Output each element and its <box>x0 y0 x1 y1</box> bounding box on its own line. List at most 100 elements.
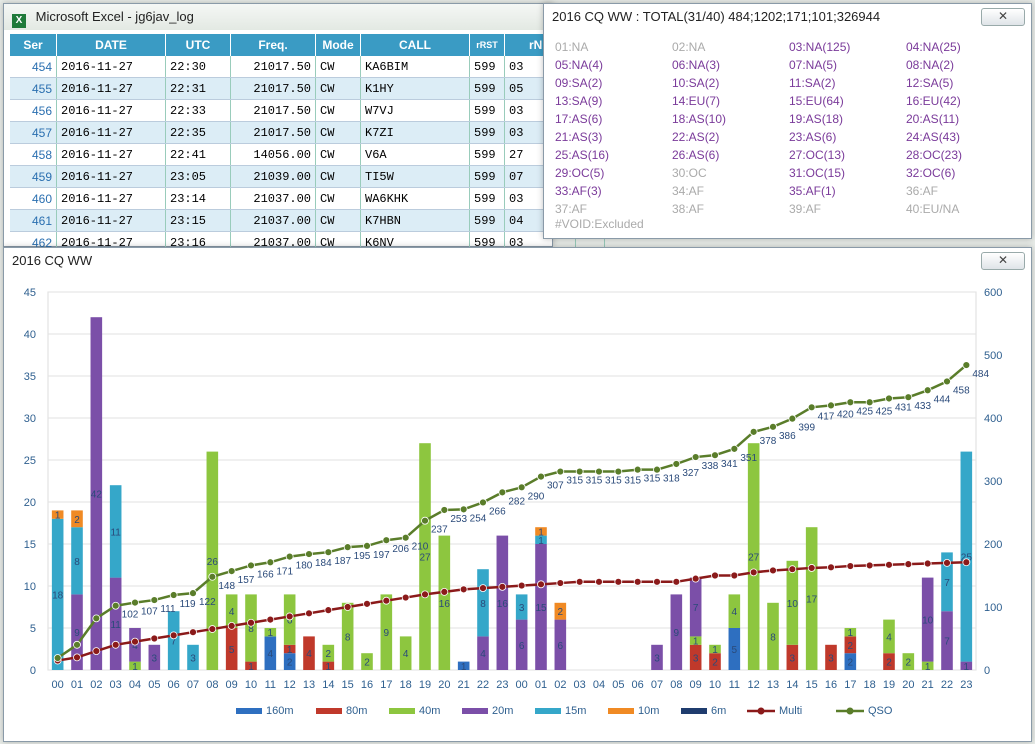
bar-data-label: 4 <box>403 649 409 660</box>
column-header[interactable]: CALL <box>360 34 470 56</box>
line-data-label: 107 <box>141 607 158 618</box>
line-point <box>885 560 893 569</box>
table-cell[interactable]: 455 <box>10 77 57 100</box>
y-tick-label: 40 <box>24 329 36 341</box>
table-cell[interactable]: CW <box>315 77 361 100</box>
column-header[interactable]: Freq. <box>230 34 316 56</box>
table-cell[interactable]: 599 <box>469 99 505 122</box>
line-point <box>730 571 739 580</box>
bar-160m <box>283 653 296 670</box>
table-row[interactable]: 457 2016-11-27 22:35 21017.50 CW K7ZI 599 03 <box>10 121 605 144</box>
line-data-label: 431 <box>895 402 912 413</box>
line-data-label: 119 <box>180 599 196 610</box>
table-cell[interactable]: 21017.50 <box>230 56 316 78</box>
table-cell[interactable]: 599 <box>469 143 505 166</box>
table-cell[interactable]: 2016-11-27 <box>56 187 166 210</box>
table-cell[interactable]: KA6BIM <box>360 56 470 78</box>
chart-window[interactable]: 2016 CQ WW ✕ 0 5 10 15 20 25 30 35 40 45 0 100 200 30… <box>3 247 1032 742</box>
table-cell[interactable]: CW <box>315 187 361 210</box>
bar-80m <box>825 644 837 670</box>
bar-data-label: 5 <box>732 645 738 656</box>
cq-close-button[interactable]: ✕ <box>981 8 1025 26</box>
table-cell[interactable]: 21037.00 <box>230 209 316 232</box>
table-cell[interactable]: CW <box>315 143 361 166</box>
column-header[interactable]: Ser <box>10 34 57 56</box>
cq-zones-window[interactable]: 2016 CQ WW : TOTAL(31/40) 484;1202;171;1… <box>543 3 1032 239</box>
table-cell[interactable]: 461 <box>10 209 57 232</box>
table-cell[interactable]: 599 <box>469 209 505 232</box>
table-cell[interactable]: 14056.00 <box>230 143 316 166</box>
table-cell[interactable]: K1HY <box>360 77 470 100</box>
bar-40m <box>245 594 257 662</box>
table-cell[interactable]: 599 <box>469 56 505 78</box>
table-cell[interactable]: 23:05 <box>165 165 231 188</box>
table-cell[interactable]: 454 <box>10 56 57 78</box>
table-row[interactable]: 455 2016-11-27 22:31 21017.50 CW K1HY 599 05 <box>10 77 605 100</box>
line-data-label: 122 <box>199 597 216 608</box>
table-row[interactable]: 454 2016-11-27 22:30 21017.50 CW KA6BIM 599 03 <box>10 56 605 78</box>
bar-40m <box>206 451 219 670</box>
table-row[interactable]: 459 2016-11-27 23:05 21039.00 CW TI5W 599 07 <box>10 165 605 188</box>
table-cell[interactable]: 2016-11-27 <box>56 165 166 188</box>
table-cell[interactable]: CW <box>315 99 361 122</box>
table-cell[interactable]: WA6KHK <box>360 187 470 210</box>
column-header[interactable]: Mode <box>315 34 361 56</box>
table-cell[interactable]: K7ZI <box>360 121 470 144</box>
bar-40m <box>129 661 141 670</box>
table-cell[interactable]: V6A <box>360 143 470 166</box>
table-cell[interactable]: 23:15 <box>165 209 231 232</box>
table-cell[interactable]: 23:14 <box>165 187 231 210</box>
table-cell[interactable]: CW <box>315 209 361 232</box>
table-cell[interactable]: 21037.00 <box>230 187 316 210</box>
table-row[interactable]: 456 2016-11-27 22:33 21017.50 CW W7VJ 599 03 <box>10 99 605 122</box>
table-cell[interactable]: 458 <box>10 143 57 166</box>
table-cell[interactable]: CW <box>315 165 361 188</box>
cq-title: 2016 CQ WW : TOTAL(31/40) 484;1202;171;1… <box>552 9 881 24</box>
table-cell[interactable]: K7HBN <box>360 209 470 232</box>
table-cell[interactable]: CW <box>315 121 361 144</box>
table-cell[interactable]: 22:33 <box>165 99 231 122</box>
table-row[interactable]: 461 2016-11-27 23:15 21037.00 CW K7HBN 599 04 <box>10 209 605 232</box>
table-cell[interactable]: 2016-11-27 <box>56 121 166 144</box>
table-cell[interactable]: 599 <box>469 121 505 144</box>
table-cell[interactable]: 457 <box>10 121 57 144</box>
table-cell[interactable]: 2016-11-27 <box>56 99 166 122</box>
column-header[interactable]: rRST <box>469 34 505 56</box>
table-cell[interactable]: 21017.50 <box>230 77 316 100</box>
chart-close-button[interactable]: ✕ <box>981 252 1025 270</box>
table-cell[interactable]: 456 <box>10 99 57 122</box>
excel-window[interactable]: X Microsoft Excel - jg6jav_log Ser DATE UT… <box>3 3 605 254</box>
table-row[interactable]: 458 2016-11-27 22:41 14056.00 CW V6A 599 27 <box>10 143 605 166</box>
bar-data-label: 2 <box>326 649 332 660</box>
column-header[interactable]: UTC <box>165 34 231 56</box>
bar-80m <box>245 661 257 670</box>
table-cell[interactable]: 2016-11-27 <box>56 209 166 232</box>
table-cell[interactable]: 22:35 <box>165 121 231 144</box>
table-cell[interactable]: 21017.50 <box>230 121 316 144</box>
x-tick-label: 21 <box>458 679 470 691</box>
line-point <box>111 601 120 610</box>
table-cell[interactable]: 22:30 <box>165 56 231 78</box>
table-cell[interactable]: 599 <box>469 77 505 100</box>
table-cell[interactable]: 2016-11-27 <box>56 56 166 78</box>
table-cell[interactable]: W7VJ <box>360 99 470 122</box>
table-cell[interactable]: 599 <box>469 165 505 188</box>
table-cell[interactable]: 2016-11-27 <box>56 77 166 100</box>
table-cell[interactable]: 22:41 <box>165 143 231 166</box>
table-cell[interactable]: CW <box>315 56 361 78</box>
table-cell[interactable]: 22:31 <box>165 77 231 100</box>
table-cell[interactable]: 460 <box>10 187 57 210</box>
table-cell[interactable]: 21017.50 <box>230 99 316 122</box>
table-cell[interactable]: 459 <box>10 165 57 188</box>
table-cell[interactable]: 21039.00 <box>230 165 316 188</box>
chart-titlebar[interactable]: 2016 CQ WW <box>4 248 1031 274</box>
excel-titlebar[interactable]: X Microsoft Excel - jg6jav_log <box>4 4 552 30</box>
bar-data-label: 3 <box>828 653 834 664</box>
column-header[interactable]: DATE <box>56 34 166 56</box>
table-cell[interactable]: 599 <box>469 187 505 210</box>
bar-40m <box>805 527 818 670</box>
line-point <box>227 567 236 575</box>
table-cell[interactable]: 2016-11-27 <box>56 143 166 166</box>
table-row[interactable]: 460 2016-11-27 23:14 21037.00 CW WA6KHK 599 03 <box>10 187 605 210</box>
table-cell[interactable]: TI5W <box>360 165 470 188</box>
